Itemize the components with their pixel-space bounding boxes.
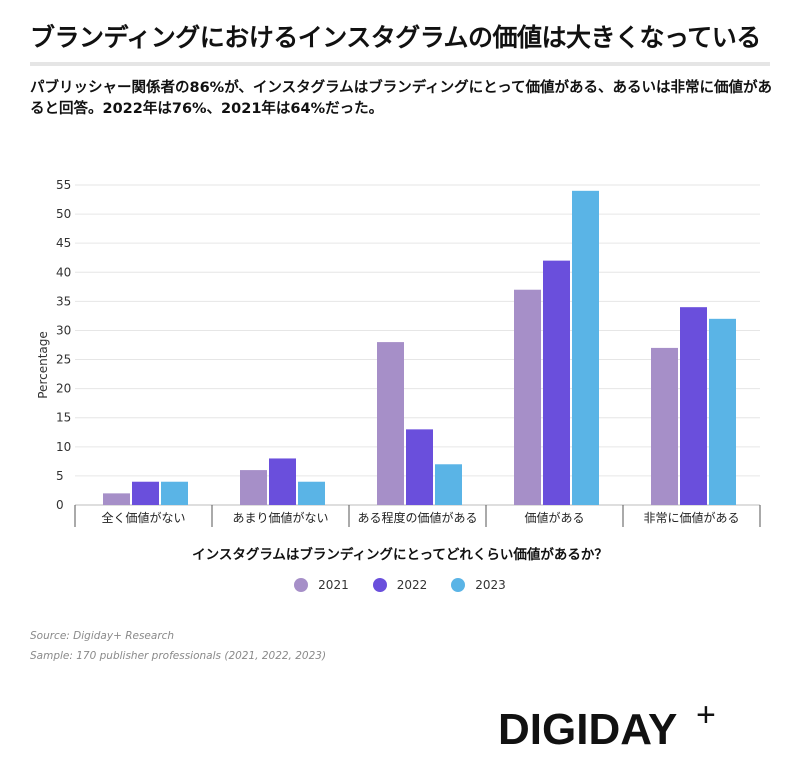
y-tick-label: 0 xyxy=(56,498,64,512)
y-tick-label: 25 xyxy=(56,353,71,367)
bar-2023 xyxy=(298,481,325,505)
chart-legend: 2021 2022 2023 xyxy=(0,578,800,592)
bar-2022 xyxy=(543,260,570,505)
sample-note: Sample: 170 publisher professionals (202… xyxy=(30,650,327,662)
bar-2022 xyxy=(406,429,433,505)
legend-label: 2021 xyxy=(318,578,349,592)
y-tick-label: 5 xyxy=(56,469,64,483)
legend-item-2023: 2023 xyxy=(451,578,506,592)
bar-2022 xyxy=(132,481,159,505)
legend-swatch xyxy=(451,578,466,592)
y-tick-label: 20 xyxy=(56,382,71,396)
y-axis-label: Percentage xyxy=(36,331,50,399)
page-title: ブランディングにおけるインスタグラムの価値は大きくなっている xyxy=(30,23,761,52)
legend-item-2021: 2021 xyxy=(294,578,349,592)
x-tick-label: 価値がある xyxy=(524,510,584,525)
y-tick-label: 55 xyxy=(56,178,71,192)
bar-chart: 0 5 10 15 20 25 30 35 40 45 50 55 Percentage 全く価値がない あ… xyxy=(36,178,761,527)
bar-2022 xyxy=(269,458,296,505)
title-divider xyxy=(30,62,770,66)
bar-2023 xyxy=(161,481,188,505)
x-tick-label: あまり価値がない xyxy=(232,510,328,525)
bar-2021 xyxy=(651,347,678,505)
x-tick-label: 全く価値がない xyxy=(101,510,185,525)
page-subtitle: パブリッシャー関係者の86%が、インスタグラムはブランディングにとって価値がある… xyxy=(30,80,773,117)
x-tick-label: ある程度の価値がある xyxy=(357,510,477,525)
legend-label: 2022 xyxy=(396,578,428,592)
bar-2021 xyxy=(377,342,404,505)
bar-2023 xyxy=(572,190,599,505)
y-tick-label: 40 xyxy=(56,265,71,279)
y-tick-label: 50 xyxy=(56,207,71,221)
source-note: Source: Digiday+ Research xyxy=(30,630,175,642)
bar-2022 xyxy=(680,307,707,505)
legend-item-2022: 2022 xyxy=(372,578,428,592)
digiday-logo: DIGIDAY xyxy=(498,705,678,754)
chart-title: インスタグラムはブランディングにとってどれくらい価値があるか？ xyxy=(192,547,608,563)
y-tick-label: 15 xyxy=(56,411,71,425)
legend-label: 2023 xyxy=(475,578,506,592)
bar-2023 xyxy=(709,318,736,505)
y-tick-label: 45 xyxy=(56,236,71,250)
legend-swatch xyxy=(372,578,387,592)
y-tick-label: 30 xyxy=(56,323,71,337)
digiday-logo-plus: + xyxy=(696,696,716,734)
legend-swatch xyxy=(294,578,309,592)
bar-2021 xyxy=(240,470,267,505)
bar-2023 xyxy=(435,464,462,505)
bar-2021 xyxy=(514,289,541,505)
y-tick-label: 35 xyxy=(56,294,71,308)
y-tick-label: 10 xyxy=(56,440,71,454)
x-tick-label: 非常に価値がある xyxy=(643,510,739,525)
bar-2021 xyxy=(103,493,130,505)
